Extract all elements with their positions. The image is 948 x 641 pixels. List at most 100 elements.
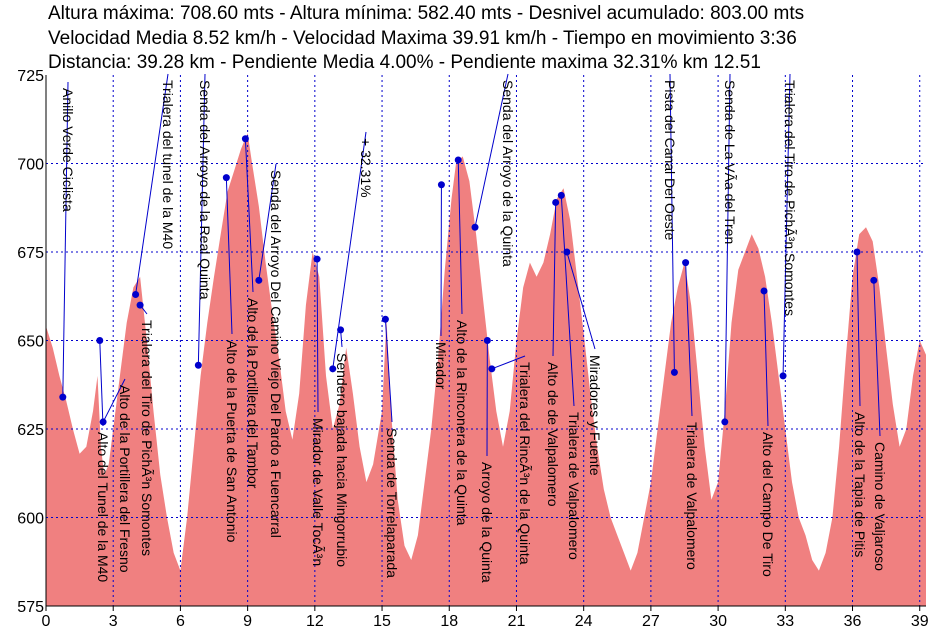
waypoint-marker xyxy=(853,248,861,256)
x-tick-label: 21 xyxy=(508,613,526,630)
waypoint-marker xyxy=(437,181,445,189)
x-tick-label: 0 xyxy=(42,613,51,630)
waypoint-label: Miradores y Fuente xyxy=(587,355,603,476)
waypoint-marker xyxy=(337,326,345,334)
waypoint-leader-line xyxy=(135,73,169,295)
stats-line-2: Velocidad Media 8.52 km/h - Velocidad Ma… xyxy=(48,28,797,49)
waypoint-leader-line xyxy=(258,163,277,281)
waypoint-leader-line xyxy=(873,280,881,437)
y-tick-label: 600 xyxy=(17,511,44,528)
waypoint-leader-line xyxy=(197,73,206,366)
waypoint-leader-line xyxy=(782,73,791,376)
waypoint-marker xyxy=(329,365,337,373)
y-tick-label: 650 xyxy=(17,334,44,351)
waypoint-label: Alto de la Portillera del Tambor xyxy=(245,298,261,489)
elevation-area xyxy=(46,133,926,606)
waypoint-label: Mirador de Valle TocÃ³n xyxy=(310,418,326,566)
waypoint-label: Alto del Tunel de la M40 xyxy=(95,432,111,582)
waypoint-marker xyxy=(779,372,787,380)
waypoint-label: Trialera de Valpalomero xyxy=(684,422,700,570)
waypoint-leader-line xyxy=(856,251,861,407)
y-tick-label: 675 xyxy=(17,245,44,262)
waypoint-leader-line xyxy=(474,73,509,228)
waypoint-label: Trialera del RincÃ³n de la Quinta xyxy=(517,362,533,565)
waypoint-marker xyxy=(194,361,202,369)
waypoint-leader-line xyxy=(457,159,463,315)
x-tick-label: 33 xyxy=(776,613,794,630)
y-tick-label: 700 xyxy=(17,157,44,174)
waypoint-marker xyxy=(132,290,140,298)
waypoint-leader-line xyxy=(102,378,126,423)
stats-line-3: Distancia: 39.28 km - Pendiente Media 4.… xyxy=(48,52,761,73)
x-tick-label: 27 xyxy=(642,613,660,630)
x-tick-label: 9 xyxy=(243,613,252,630)
waypoint-label: Trialera del Tiro de PichÃ³n Somontes xyxy=(139,320,155,556)
stats-line-1: Altura máxima: 708.60 mts - Altura mínim… xyxy=(48,3,805,24)
waypoint-leader-line xyxy=(62,81,69,398)
waypoint-label: Trialera de Valpalomero xyxy=(566,412,582,560)
waypoint-marker xyxy=(563,248,571,256)
y-tick-label: 575 xyxy=(17,599,44,616)
waypoint-label: Trialera del Tiro de PichÃ³n Somontes xyxy=(782,80,798,316)
waypoint-marker xyxy=(552,198,560,206)
waypoint-label: Senda del Arroyo de la Real Quinta xyxy=(197,80,213,300)
waypoint-label: Senda del Arroyo de la Quinta xyxy=(500,80,516,267)
waypoint-marker xyxy=(721,418,729,426)
waypoint-label: Senda del Arroyo Del Camino Viejo Del Pa… xyxy=(268,170,284,538)
x-tick-label: 24 xyxy=(575,613,593,630)
waypoint-marker xyxy=(760,287,768,295)
x-tick-label: 36 xyxy=(844,613,862,630)
x-tick-label: 18 xyxy=(440,613,458,630)
waypoint-leader-line xyxy=(316,259,319,413)
y-tick-label: 625 xyxy=(17,422,44,439)
waypoint-leader-line xyxy=(560,195,575,407)
waypoint-leader-line xyxy=(669,73,675,373)
waypoint-leader-line xyxy=(685,262,693,417)
waypoint-leader-line xyxy=(566,251,596,350)
waypoint-label: Alto del Campo De Tiro xyxy=(760,432,776,577)
x-tick-label: 3 xyxy=(109,613,118,630)
waypoint-label: Alto de la Rinconera de la Quinta xyxy=(454,320,470,526)
waypoint-label: Alto de de Valpalomero xyxy=(545,362,561,507)
waypoint-marker xyxy=(557,191,565,199)
x-tick-label: 15 xyxy=(373,613,391,630)
x-tick-label: 6 xyxy=(176,613,185,630)
waypoint-leader-line xyxy=(225,177,233,335)
waypoint-label: + 32.31% xyxy=(358,138,374,198)
waypoint-marker xyxy=(471,223,479,231)
waypoint-label: Arroyo de la Quinta xyxy=(479,462,495,583)
waypoint-leader-line xyxy=(244,138,254,293)
waypoint-leader-line xyxy=(763,290,769,427)
waypoint-marker xyxy=(313,255,321,263)
waypoint-leader-line xyxy=(724,73,731,422)
waypoint-marker xyxy=(222,174,230,182)
waypoint-marker xyxy=(96,337,104,344)
waypoint-label: Alto de la Portillera del Fresno xyxy=(117,385,133,573)
waypoint-leader-line xyxy=(384,319,393,423)
waypoint-marker xyxy=(454,156,462,164)
waypoint-marker xyxy=(488,365,496,373)
waypoint-marker xyxy=(870,276,878,284)
waypoint-label: Alto de la Tapia de Pitis xyxy=(852,412,868,557)
waypoint-label: Pista del Canal Del Oeste xyxy=(662,80,678,241)
waypoint-marker xyxy=(59,393,67,401)
waypoint-label: Senda de La VÃ­a del Tren xyxy=(722,80,738,244)
waypoint-marker xyxy=(670,368,678,376)
waypoint-marker xyxy=(136,301,144,309)
waypoint-marker xyxy=(381,315,389,323)
waypoint-label: Senda de Torrelaparada xyxy=(384,428,400,578)
waypoint-marker xyxy=(483,337,491,344)
waypoint-label: Anillo Verde Ciclista xyxy=(60,88,76,212)
waypoint-leader-line xyxy=(552,202,557,357)
x-tick-label: 30 xyxy=(709,613,727,630)
x-tick-label: 39 xyxy=(911,613,929,630)
waypoint-label: Camino de Valjaroso xyxy=(872,442,888,571)
x-tick-label: 12 xyxy=(306,613,324,630)
waypoint-marker xyxy=(255,276,263,284)
y-tick-label: 725 xyxy=(17,68,44,85)
waypoint-leader-line xyxy=(491,355,526,370)
waypoint-label: Sendero bajada hacia Mingorrubio xyxy=(334,353,350,567)
waypoint-label: Mirador xyxy=(433,342,449,390)
waypoint-leader-line xyxy=(99,340,104,427)
